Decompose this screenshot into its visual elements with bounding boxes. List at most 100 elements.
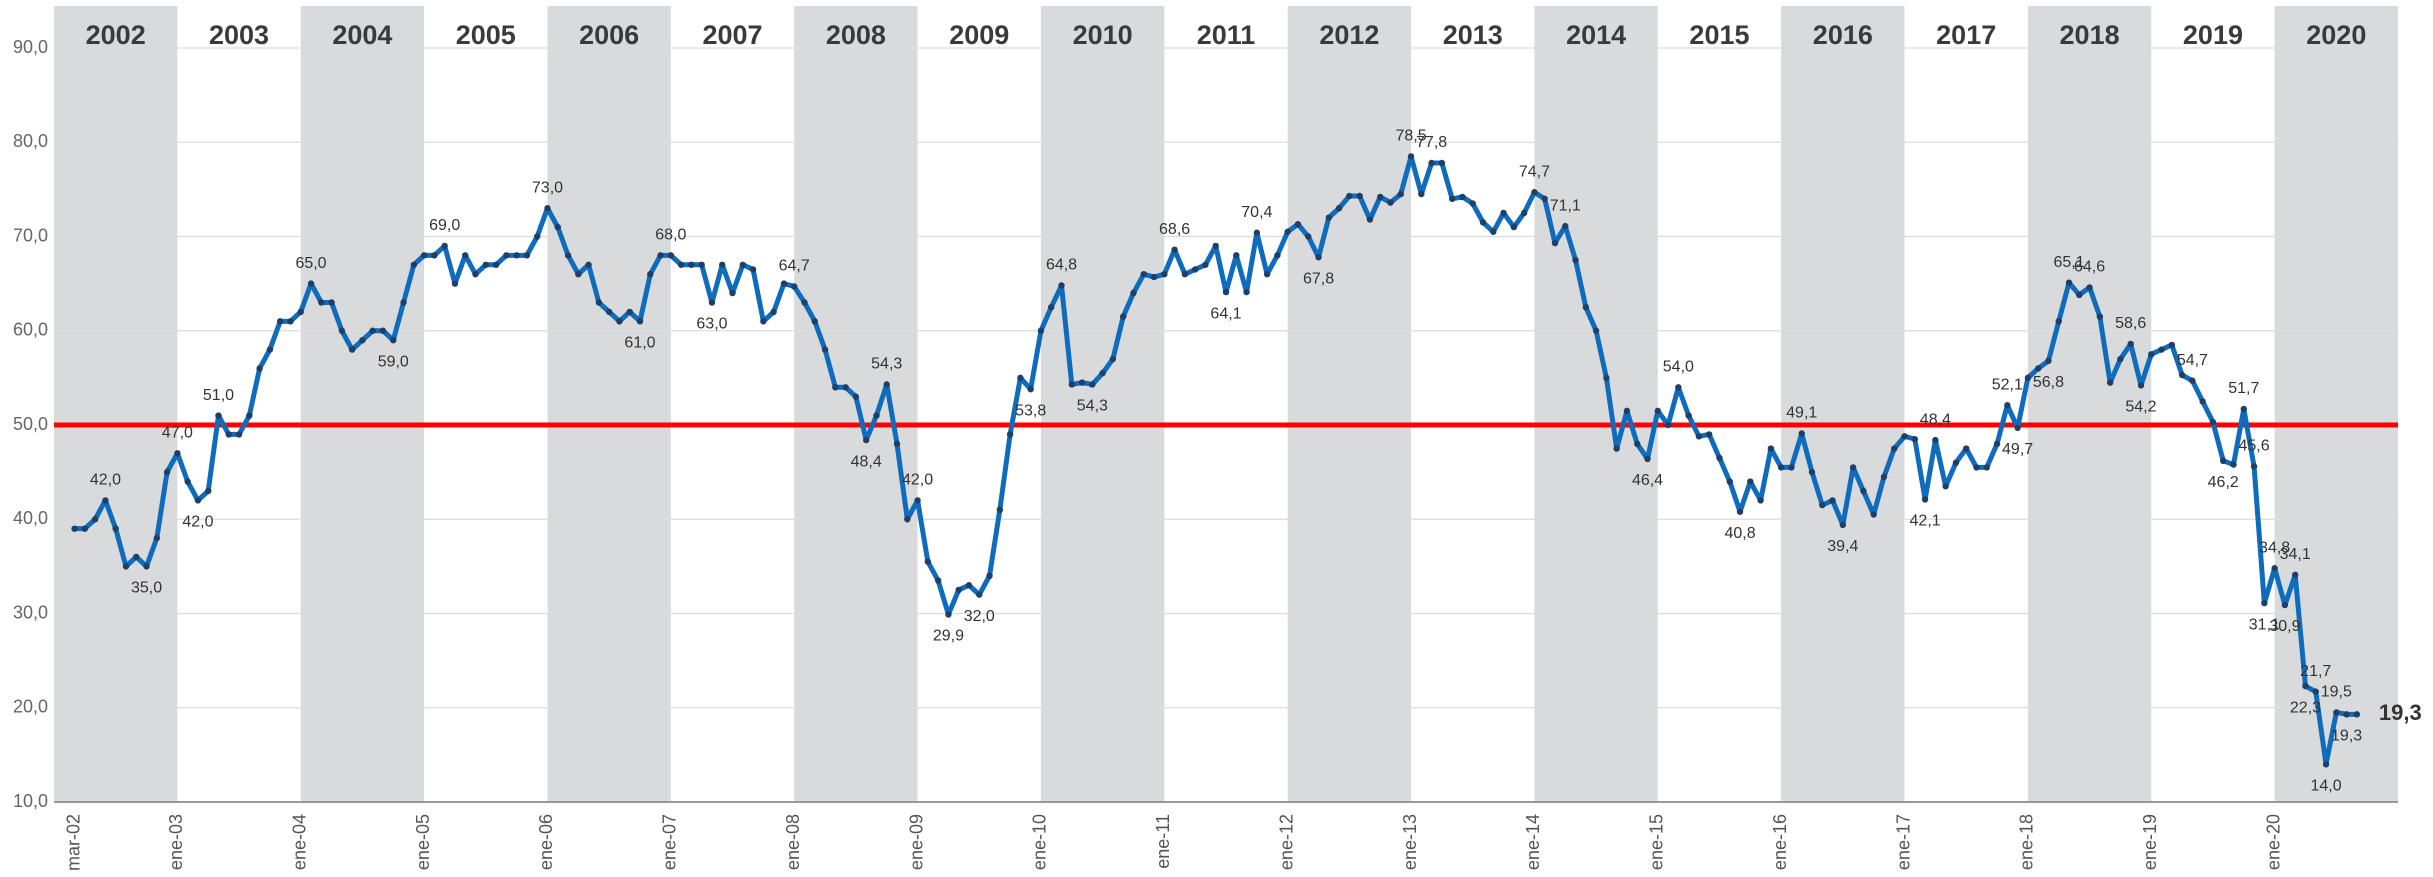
data-point bbox=[133, 553, 140, 561]
x-tick-label: ene-13 bbox=[1400, 814, 1420, 870]
data-point bbox=[1829, 497, 1836, 504]
value-label: 22,3 bbox=[2290, 699, 2321, 716]
data-point bbox=[235, 431, 243, 438]
data-point bbox=[1952, 459, 1960, 466]
data-point bbox=[2096, 313, 2104, 320]
value-label: 46,4 bbox=[1632, 472, 1663, 489]
data-point bbox=[1243, 288, 1250, 296]
data-point bbox=[1932, 436, 1939, 444]
data-point bbox=[2281, 601, 2289, 609]
data-point bbox=[1377, 193, 1384, 201]
data-point bbox=[1407, 153, 1415, 160]
year-label: 2012 bbox=[1319, 20, 1379, 50]
value-label: 34,8 bbox=[2259, 539, 2290, 556]
value-label: 64,7 bbox=[779, 258, 810, 275]
x-tick-label: ene-14 bbox=[1523, 814, 1543, 870]
value-label: 19,5 bbox=[2321, 684, 2352, 701]
value-label: 68,0 bbox=[655, 227, 686, 244]
value-label: 49,7 bbox=[2002, 441, 2033, 458]
data-point bbox=[862, 436, 870, 444]
value-label: 48,4 bbox=[1920, 411, 1951, 428]
data-point bbox=[1603, 374, 1610, 382]
data-point bbox=[1325, 214, 1333, 221]
data-point bbox=[677, 261, 685, 268]
data-point bbox=[657, 252, 664, 259]
year-band bbox=[1287, 6, 1412, 802]
data-point bbox=[1346, 192, 1353, 200]
y-tick-label: 30,0 bbox=[13, 602, 48, 622]
data-point bbox=[102, 497, 109, 504]
value-label: 70,4 bbox=[1241, 204, 1272, 221]
value-label: 64,6 bbox=[2074, 259, 2105, 276]
data-point bbox=[91, 516, 99, 523]
data-point bbox=[636, 318, 644, 325]
data-point bbox=[1335, 205, 1343, 212]
data-point bbox=[986, 572, 993, 579]
year-band bbox=[1534, 6, 1658, 802]
x-tick-label: ene-15 bbox=[1647, 814, 1667, 870]
data-point bbox=[431, 252, 438, 259]
data-point bbox=[163, 468, 171, 476]
y-tick-label: 20,0 bbox=[13, 697, 48, 717]
year-band bbox=[1781, 6, 1905, 802]
data-point bbox=[1675, 384, 1682, 391]
x-tick-label: ene-09 bbox=[906, 814, 926, 870]
data-point bbox=[2045, 357, 2052, 365]
data-point bbox=[1582, 303, 1590, 311]
data-point bbox=[945, 611, 952, 618]
year-label: 2015 bbox=[1689, 20, 1749, 50]
data-point bbox=[873, 412, 880, 419]
year-band bbox=[2027, 6, 2152, 802]
data-point bbox=[369, 327, 376, 334]
data-point bbox=[2024, 374, 2032, 382]
data-point bbox=[2076, 291, 2083, 299]
data-point bbox=[1849, 464, 1857, 471]
x-tick-label: ene-10 bbox=[1030, 814, 1050, 870]
year-label: 2017 bbox=[1936, 20, 1996, 50]
year-band bbox=[1040, 6, 1165, 802]
data-point bbox=[2055, 318, 2062, 325]
data-point bbox=[1767, 445, 1775, 452]
data-point bbox=[492, 261, 500, 268]
data-point bbox=[1592, 327, 1600, 334]
year-label: 2003 bbox=[209, 20, 269, 50]
data-point bbox=[934, 577, 942, 584]
y-tick-label: 80,0 bbox=[13, 131, 48, 151]
data-point bbox=[544, 205, 551, 212]
value-label: 77,8 bbox=[1416, 134, 1447, 151]
value-label: 64,8 bbox=[1046, 257, 1077, 274]
year-label: 2019 bbox=[2183, 20, 2243, 50]
year-label: 2020 bbox=[2306, 20, 2366, 50]
data-point bbox=[410, 261, 418, 268]
value-label: 31,1 bbox=[2249, 616, 2280, 633]
x-tick-label: ene-08 bbox=[783, 814, 803, 870]
data-point bbox=[1161, 271, 1168, 278]
data-point bbox=[1130, 289, 1137, 297]
data-point bbox=[328, 299, 335, 306]
value-label: 30,9 bbox=[2269, 618, 2300, 635]
year-band bbox=[547, 6, 671, 802]
data-point bbox=[1448, 195, 1456, 202]
data-point bbox=[770, 308, 777, 316]
data-point bbox=[2333, 709, 2340, 716]
data-point bbox=[1705, 431, 1713, 438]
value-label: 67,8 bbox=[1303, 270, 1334, 287]
x-tick-label: ene-19 bbox=[2140, 814, 2160, 870]
data-point bbox=[1808, 468, 1816, 476]
value-label: 52,1 bbox=[1992, 376, 2023, 393]
data-point bbox=[194, 497, 202, 504]
value-label: 54,0 bbox=[1663, 359, 1694, 376]
data-point bbox=[1572, 256, 1579, 264]
value-label: 65,0 bbox=[295, 255, 326, 272]
data-point bbox=[256, 365, 263, 372]
data-point bbox=[2189, 377, 2196, 384]
data-point bbox=[153, 534, 161, 542]
data-point bbox=[842, 384, 849, 391]
data-point bbox=[1294, 221, 1302, 228]
data-point bbox=[780, 280, 788, 287]
data-point bbox=[739, 261, 747, 268]
data-point bbox=[1510, 223, 1518, 231]
data-point bbox=[852, 393, 860, 400]
data-point bbox=[1551, 239, 1559, 247]
